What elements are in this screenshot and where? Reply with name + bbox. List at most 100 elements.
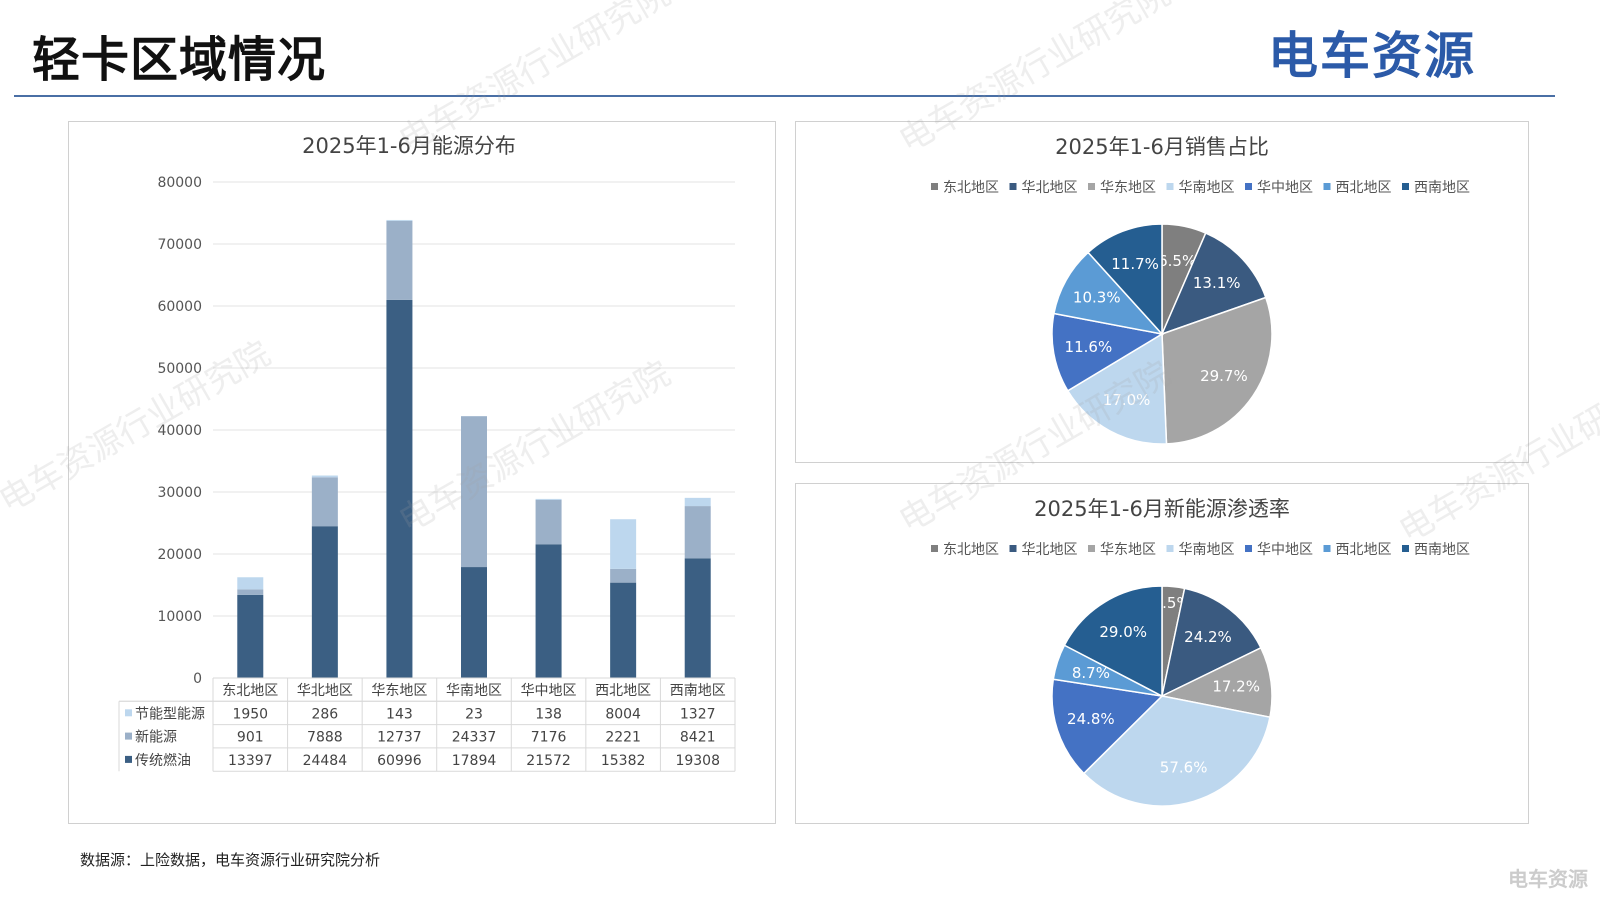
- bar-segment: [237, 594, 264, 678]
- x-category-label: 华北地区: [297, 683, 353, 699]
- table-cell: 8004: [605, 706, 641, 722]
- table-cell: 1950: [232, 706, 268, 722]
- slice-data-label: 17.0%: [1103, 391, 1151, 409]
- pie-slice: [1063, 585, 1163, 698]
- table-cell: 13397: [228, 753, 273, 769]
- pie-slice: [1160, 587, 1262, 698]
- legend-swatch: [125, 709, 132, 717]
- legend-label: 东北地区: [943, 542, 999, 558]
- legend-swatch: [1245, 545, 1252, 552]
- sales-pie-panel: 2025年1-6月销售占比 东北地区 华北地区 华东地区 华南地区 华中地区 西北地区 西南地…: [795, 121, 1529, 463]
- page-title: 轻卡区域情况: [32, 32, 327, 88]
- table-cell: 1327: [680, 706, 716, 722]
- legend-swatch: [1323, 545, 1331, 552]
- table-cell: 17894: [452, 753, 497, 769]
- y-tick-label: 80000: [157, 175, 202, 191]
- table-cell: 23: [465, 706, 483, 722]
- y-tick-label: 60000: [157, 299, 202, 315]
- bar-segment: [237, 577, 264, 590]
- logo-text: 电车资源: [1268, 27, 1476, 85]
- bar-segment: [684, 506, 711, 559]
- legend-label: 华南地区: [1179, 180, 1235, 196]
- bar-segment: [684, 497, 711, 507]
- legend-label: 西北地区: [1336, 542, 1392, 558]
- legend-swatch: [1009, 183, 1017, 190]
- bar-segment: [610, 568, 637, 583]
- y-tick-label: 50000: [157, 361, 202, 377]
- legend-swatch: [1009, 545, 1017, 552]
- x-category-label: 东北地区: [222, 683, 278, 699]
- series-label: 节能型能源: [135, 706, 205, 722]
- bar-segment: [535, 498, 562, 500]
- legend-label: 华北地区: [1022, 542, 1078, 558]
- table-cell: 24337: [452, 730, 497, 746]
- legend-swatch: [1245, 183, 1252, 190]
- slice-data-label: 10.3%: [1073, 288, 1121, 306]
- chart-title: 2025年1-6月销售占比: [1055, 135, 1269, 159]
- x-category-label: 华东地区: [371, 683, 427, 699]
- pie-slice: [1053, 251, 1165, 336]
- x-category-label: 华南地区: [446, 683, 502, 699]
- bar-segment: [535, 499, 562, 545]
- slice-data-label: 11.6%: [1065, 338, 1113, 356]
- x-category-label: 西北地区: [595, 683, 651, 699]
- slice-data-label: 8.7%: [1072, 664, 1110, 682]
- bar-segment: [386, 299, 413, 678]
- penetration-pie-panel: 2025年1-6月新能源渗透率 东北地区 华北地区 华东地区 华南地区 华中地区 西北地区 西…: [795, 483, 1529, 824]
- pie-slice: [1082, 695, 1271, 807]
- y-tick-label: 0: [193, 671, 202, 687]
- legend-swatch: [1323, 183, 1331, 190]
- table-cell: 7176: [531, 730, 567, 746]
- energy-bar-chart: 2025年1-6月能源分布 0 10000 20000 30000 40000 50000 6…: [118, 134, 736, 772]
- table-cell: 15382: [601, 753, 646, 769]
- legend-swatch: [125, 732, 132, 740]
- bar-segment: [386, 220, 413, 300]
- bar-segment: [311, 477, 338, 527]
- legend-label: 华东地区: [1100, 542, 1156, 558]
- header-divider: [14, 95, 1555, 97]
- series-label: 传统燃油: [135, 752, 191, 769]
- bar-segment: [461, 567, 487, 678]
- bar-segment: [535, 544, 562, 678]
- bar-segment: [461, 416, 487, 568]
- legend-swatch: [1088, 183, 1095, 190]
- slice-data-label: 29.0%: [1099, 623, 1147, 641]
- legend-swatch: [931, 545, 938, 552]
- table-cell: 24484: [303, 753, 348, 769]
- table-cell: 60996: [377, 753, 422, 769]
- table-cell: 19308: [675, 753, 720, 769]
- legend-swatch: [1402, 183, 1409, 190]
- bar-segment: [311, 475, 338, 478]
- table-cell: 21572: [526, 753, 571, 769]
- slice-data-label: 13.1%: [1193, 274, 1241, 292]
- legend-label: 西南地区: [1414, 180, 1470, 196]
- slice-data-label: 6.5%: [1158, 252, 1196, 270]
- slice-data-label: 24.2%: [1184, 628, 1232, 646]
- pie-slice: [1159, 646, 1273, 719]
- pie-slice: [1051, 678, 1164, 775]
- table-cell: 286: [311, 706, 338, 722]
- table-cell: 2221: [605, 730, 641, 746]
- slice-data-label: 29.7%: [1200, 367, 1248, 385]
- y-tick-label: 70000: [157, 237, 202, 253]
- slice-data-label: 57.6%: [1160, 759, 1208, 777]
- y-tick-label: 20000: [157, 547, 202, 563]
- y-tick-label: 30000: [157, 485, 202, 501]
- legend-swatch: [1166, 183, 1174, 190]
- y-tick-label: 10000: [157, 609, 202, 625]
- legend-label: 华中地区: [1257, 180, 1313, 196]
- legend-swatch: [1088, 545, 1095, 552]
- slice-data-label: 17.2%: [1212, 677, 1260, 695]
- bar-chart-panel: 2025年1-6月能源分布 0 10000 20000 30000 40000 50000 6…: [68, 121, 776, 824]
- table-cell: 12737: [377, 730, 422, 746]
- legend-label: 华北地区: [1022, 180, 1078, 196]
- pie-slice: [1087, 223, 1163, 336]
- legend-label: 华中地区: [1257, 542, 1313, 558]
- bar-segment: [610, 519, 637, 569]
- legend-swatch: [1166, 545, 1174, 552]
- legend-label: 西北地区: [1336, 180, 1392, 196]
- table-cell: 901: [237, 730, 264, 746]
- pie-slice: [1160, 232, 1267, 336]
